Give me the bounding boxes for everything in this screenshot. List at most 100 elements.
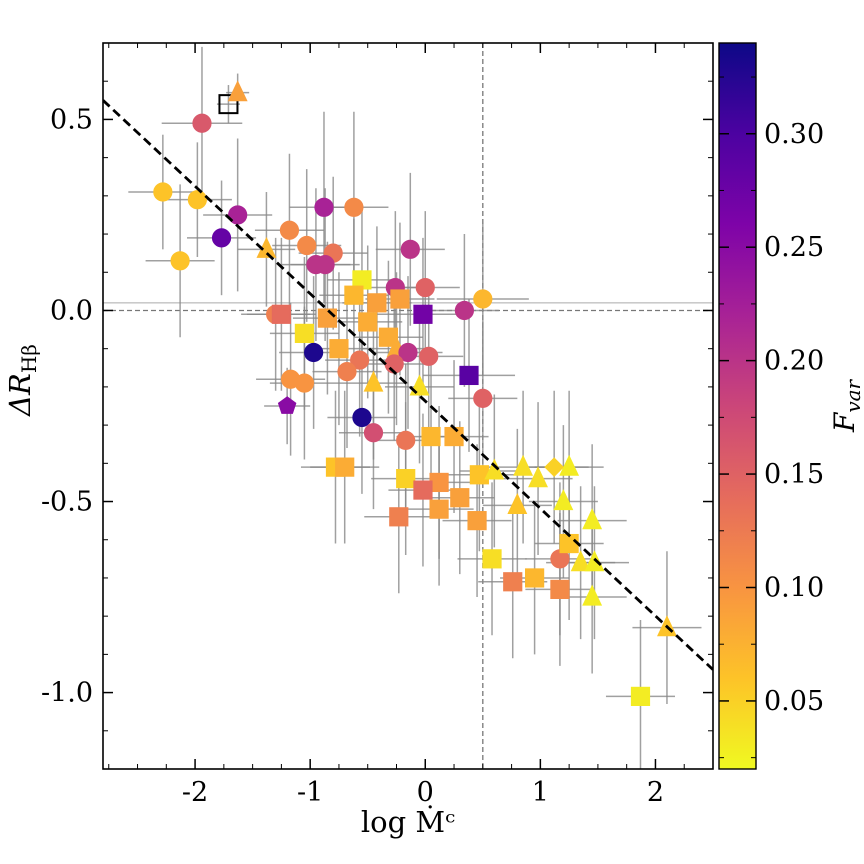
y-tick-label: -0.5 <box>41 487 93 518</box>
y-axis-label: ΔRHβ <box>3 344 41 417</box>
data-point-circle <box>304 342 324 363</box>
data-point-triangle <box>363 370 384 392</box>
data-point-square <box>525 568 545 588</box>
data-point-triangle <box>582 508 603 530</box>
data-point-square <box>367 293 387 313</box>
data-point-square <box>378 327 399 347</box>
data-point-square <box>450 488 470 508</box>
data-point-diamond <box>544 457 565 477</box>
data-point-triangle <box>584 550 605 572</box>
x-tick-label: -1 <box>297 777 323 808</box>
data-point-circle <box>398 342 418 363</box>
data-point-circle <box>314 197 334 217</box>
data-point-square <box>358 312 378 332</box>
data-point-triangle <box>513 454 534 476</box>
colorbar-title: Fvar <box>828 378 864 433</box>
colorbar-title-sub: var <box>841 378 864 412</box>
data-point-triangle <box>528 466 549 488</box>
colorbar-ticks: 0.05 0.10 0.15 0.20 0.25 0.30 <box>719 76 824 759</box>
data-point-circle <box>352 407 372 428</box>
data-point-circle <box>153 182 173 202</box>
data-point-square <box>630 686 651 707</box>
data-point-circle <box>396 430 416 450</box>
data-point-triangle <box>484 458 505 480</box>
data-point-triangle <box>507 492 528 514</box>
data-point-square <box>421 426 441 447</box>
plot-frame <box>102 42 714 770</box>
x-tick-label: 0 <box>417 777 434 808</box>
y-axis: 0.5 0.0 -0.5 -1.0 <box>41 80 713 732</box>
x-tick-label: 1 <box>532 777 549 808</box>
data-point-square <box>396 469 416 489</box>
x-tick-label: 2 <box>647 777 664 808</box>
y-axis-label-main: ΔR <box>3 373 37 417</box>
data-point-triangle <box>559 454 580 476</box>
data-point-circle <box>228 205 248 225</box>
data-point-square-open <box>218 94 239 115</box>
data-point-square <box>294 323 315 343</box>
colorbar-tick-label: 0.15 <box>764 459 824 490</box>
data-point-square <box>317 308 338 328</box>
data-point-circle <box>192 113 212 133</box>
data-point-square <box>503 572 523 592</box>
data-point-circle <box>415 277 435 298</box>
data-point-pentagon <box>277 396 297 414</box>
data-point-circle <box>211 228 232 248</box>
data-point-triangle <box>553 489 574 511</box>
data-markers <box>153 80 677 707</box>
y-tick-label: -1.0 <box>41 678 93 709</box>
y-tick-label: 0.0 <box>50 295 93 326</box>
data-point-square <box>344 285 364 305</box>
error-bars <box>128 46 702 769</box>
data-point-triangle <box>227 80 248 102</box>
data-point-circle <box>279 220 300 240</box>
data-point-triangle <box>570 550 591 572</box>
data-point-triangle <box>409 374 430 396</box>
data-point-circle <box>294 373 315 393</box>
colorbar: 0.05 0.10 0.15 0.20 0.25 0.30 Fvar <box>718 42 864 770</box>
data-point-square <box>413 480 433 500</box>
y-axis-label-sub: Hβ <box>17 344 41 373</box>
plot-area: -2 -1 0 1 2 0.5 0.0 -0.5 -1.0 <box>41 42 714 808</box>
data-point-circle <box>363 423 384 443</box>
data-point-circle <box>419 346 439 366</box>
data-point-circle <box>400 239 420 259</box>
data-point-square <box>482 549 502 569</box>
data-point-circle <box>170 251 190 271</box>
x-tick-label: -2 <box>182 777 208 808</box>
colorbar-tick-label: 0.30 <box>764 119 824 150</box>
data-point-square <box>467 511 487 531</box>
data-point-circle <box>297 235 317 256</box>
colorbar-gradient <box>718 42 757 770</box>
colorbar-tick-label: 0.10 <box>764 573 824 604</box>
colorbar-tick-label: 0.25 <box>764 232 824 263</box>
data-point-circle <box>473 388 493 408</box>
data-point-square <box>459 365 479 386</box>
data-point-square <box>389 507 409 527</box>
data-point-circle <box>344 197 364 217</box>
colorbar-tick-label: 0.20 <box>764 346 824 377</box>
data-point-triangle <box>582 584 603 606</box>
data-point-circle <box>473 289 493 309</box>
x-axis-label: log Ṁᶜ <box>361 804 455 839</box>
x-axis: -2 -1 0 1 2 <box>108 43 714 808</box>
colorbar-title-main: F <box>828 411 861 433</box>
data-point-square <box>429 499 449 519</box>
data-point-circle <box>350 350 370 370</box>
data-point-square <box>469 465 489 485</box>
data-point-square <box>444 426 464 447</box>
data-point-square <box>429 472 449 493</box>
data-point-square <box>550 579 570 600</box>
data-point-square <box>390 289 410 309</box>
data-point-square <box>271 304 291 324</box>
data-point-square <box>335 457 355 477</box>
data-point-circle <box>337 362 357 382</box>
data-point-square <box>329 339 349 359</box>
colorbar-tick-label: 0.05 <box>764 686 824 717</box>
data-point-circle <box>315 255 335 275</box>
data-point-circle <box>187 190 207 210</box>
data-point-square <box>413 304 433 324</box>
data-point-circle <box>454 300 474 321</box>
y-tick-label: 0.5 <box>50 104 93 135</box>
